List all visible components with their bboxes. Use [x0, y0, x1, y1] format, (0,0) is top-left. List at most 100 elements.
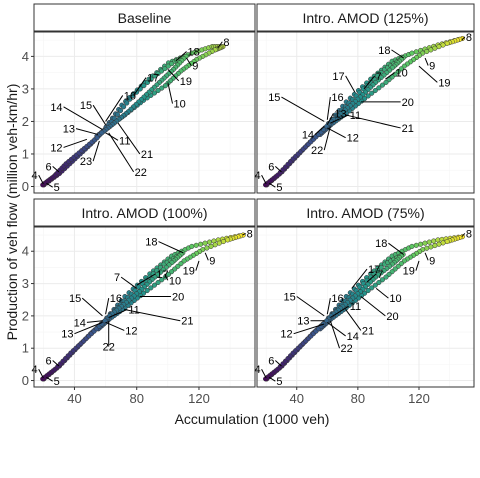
hour-label: 23: [80, 156, 92, 168]
data-point: [148, 285, 154, 291]
data-point: [379, 82, 385, 88]
hour-label: 21: [141, 149, 153, 161]
data-point: [206, 239, 213, 245]
data-point: [365, 288, 371, 294]
hour-label: 8: [466, 228, 472, 240]
data-point: [372, 87, 378, 94]
data-point: [141, 83, 147, 89]
data-point: [151, 90, 158, 96]
panel-background: [257, 32, 474, 193]
hour-label: 18: [188, 47, 200, 59]
hour-label: 8: [466, 32, 472, 44]
facet-strip: [33, 198, 256, 227]
hour-label: 5: [54, 182, 60, 194]
data-point: [379, 277, 385, 283]
hour-label: 12: [347, 133, 359, 145]
hour-label: 4: [32, 170, 38, 182]
hour-label: 19: [183, 266, 195, 278]
label-leader-line: [158, 241, 184, 254]
facet-title: Intro. AMOD (75%): [306, 205, 424, 221]
data-point: [155, 70, 161, 77]
hour-label: 4: [254, 364, 260, 376]
hour-label: 17: [147, 73, 159, 85]
label-leader-line: [424, 57, 429, 66]
data-point: [124, 100, 130, 106]
hour-label: 22: [103, 342, 115, 354]
hour-label: 19: [180, 76, 192, 88]
hour-label: 19: [403, 266, 415, 278]
label-leader-line: [38, 174, 44, 185]
data-point: [94, 135, 100, 141]
data-point: [418, 241, 424, 247]
label-leader-line: [164, 273, 169, 281]
label-leader-line: [461, 36, 466, 41]
label-leader-line: [326, 96, 331, 120]
label-leader-line: [326, 113, 334, 125]
label-leader-line: [424, 252, 429, 261]
hour-label: 12: [125, 325, 137, 337]
hour-label: 21: [362, 325, 374, 337]
y-tick-label: 2: [22, 308, 29, 323]
panel-background: [34, 32, 255, 193]
hour-label: 12: [50, 142, 62, 154]
hour-label: 15: [80, 100, 92, 112]
data-point: [159, 85, 165, 91]
label-leader-line: [360, 296, 386, 317]
facet-strip: [256, 198, 475, 227]
hour-label: 9: [429, 61, 435, 73]
data-point: [165, 63, 171, 69]
facet-title: Intro. AMOD (100%): [81, 205, 207, 221]
hour-label: 22: [135, 167, 147, 179]
label-leader-line: [92, 140, 100, 162]
hour-label: 19: [438, 77, 450, 89]
points-layer: [263, 35, 465, 188]
y-tick-label: 1: [22, 341, 29, 356]
hour-label: 11: [350, 301, 361, 313]
data-point: [376, 85, 382, 91]
facet-panel: Intro. AMOD (75%) 4 56 7 8 9 10 11 12 13 14 15 16 17 1…: [254, 198, 475, 406]
hour-label: 20: [172, 291, 184, 303]
label-leader-line: [108, 132, 135, 173]
data-point: [152, 73, 158, 79]
label-leader-line: [86, 320, 103, 323]
data-point: [378, 264, 384, 270]
hour-label: 15: [283, 291, 295, 303]
x-tick-label: 40: [289, 391, 303, 406]
data-point: [189, 243, 195, 249]
hour-label: 14: [347, 331, 359, 343]
label-leader-line: [351, 268, 368, 289]
facet-title: Baseline: [118, 10, 172, 26]
facet-title: Intro. AMOD (125%): [302, 10, 428, 26]
label-leader-line: [415, 260, 420, 271]
hour-label: 10: [174, 99, 186, 111]
label-leader-line: [52, 165, 60, 173]
data-point: [324, 318, 330, 324]
label-leader-line: [204, 252, 209, 261]
hour-label: 13: [297, 316, 309, 328]
label-leader-line: [242, 233, 246, 236]
x-tick-label: 80: [129, 391, 143, 406]
hour-label: 6: [46, 161, 52, 173]
data-point: [365, 93, 371, 99]
data-point: [162, 83, 168, 89]
label-leader-line: [388, 242, 405, 255]
data-point: [413, 49, 419, 55]
y-tick-label: 0: [22, 179, 29, 194]
hour-label: 7: [376, 71, 382, 83]
label-leader-line: [418, 65, 438, 83]
y-axis-title: Production of veh flow (million veh-km/h…: [4, 84, 20, 341]
data-point: [158, 68, 165, 74]
hour-label: 10: [169, 275, 181, 287]
hour-label: 9: [429, 255, 435, 267]
hour-label: 13: [61, 329, 73, 341]
label-leader-line: [63, 106, 103, 131]
x-tick-label: 80: [351, 391, 365, 406]
hour-label: 5: [276, 182, 282, 194]
label-leader-line: [385, 72, 395, 80]
label-leader-line: [133, 77, 147, 96]
hour-label: 16: [110, 293, 122, 305]
label-leader-line: [293, 323, 325, 335]
